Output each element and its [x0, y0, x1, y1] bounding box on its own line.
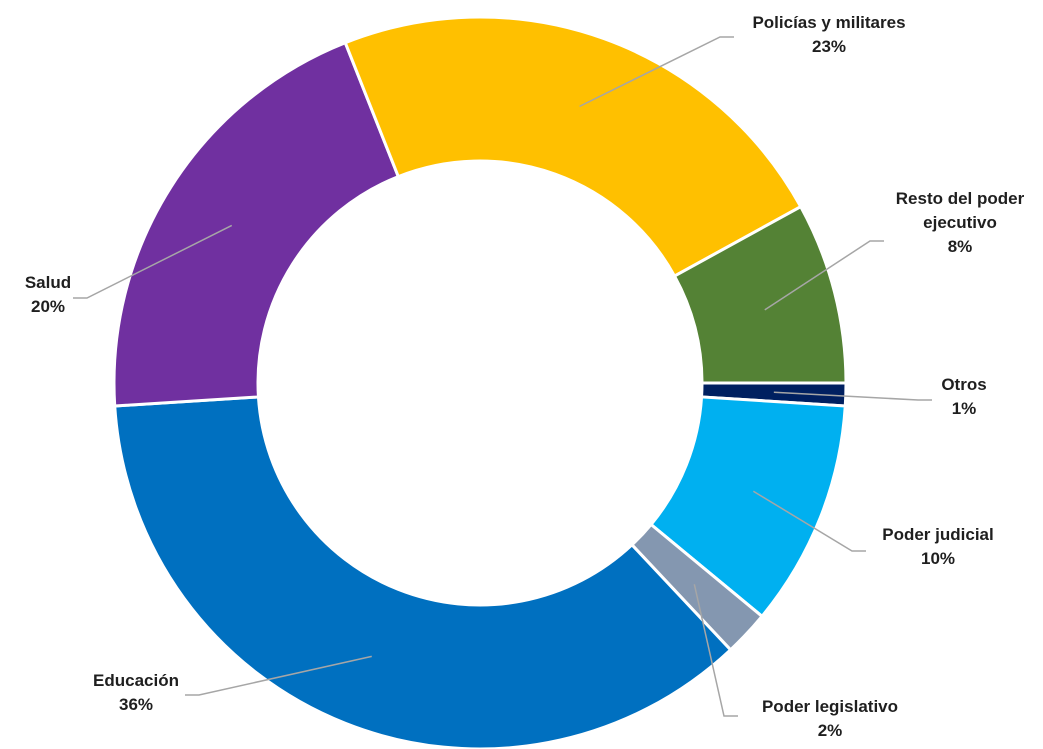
value-label-poder-judicial: 10%	[921, 549, 955, 568]
leader-line-poder-judicial	[752, 490, 866, 552]
leader-line-otros	[773, 391, 932, 401]
category-label-poder-judicial: Poder judicial	[882, 525, 993, 544]
category-label-poder-legislativo: Poder legislativo	[762, 697, 898, 716]
data-label-salud: Salud 20%	[25, 273, 71, 316]
category-label-resto-del-poder-ejecutivo: ejecutivo	[923, 213, 997, 232]
value-label-poder-legislativo: 2%	[818, 721, 843, 740]
leader-line-policias-y-militares	[579, 36, 734, 108]
value-label-salud: 20%	[31, 297, 65, 316]
slice-educacion	[113, 395, 733, 749]
leader-line-salud	[73, 224, 233, 299]
category-label-otros: Otros	[941, 375, 986, 394]
leader-line-educacion	[185, 655, 372, 696]
data-label-policias-y-militares: Policías y militares 23%	[752, 13, 905, 56]
data-labels-layer: Otros 1% Poder judicial 10% Poder legislativ…	[25, 13, 1025, 740]
data-label-otros: Otros 1%	[941, 375, 986, 418]
slice-policias-y-militares	[343, 15, 803, 279]
category-label-resto-del-poder-ejecutivo: Resto del poder	[896, 189, 1025, 208]
leader-lines-layer	[73, 36, 932, 717]
slices-layer	[112, 15, 848, 749]
data-label-poder-judicial: Poder judicial 10%	[882, 525, 993, 568]
value-label-resto-del-poder-ejecutivo: 8%	[948, 237, 973, 256]
category-label-educacion: Educación	[93, 671, 179, 690]
value-label-educacion: 36%	[119, 695, 153, 714]
leader-line-poder-legislativo	[693, 584, 738, 717]
value-label-policias-y-militares: 23%	[812, 37, 846, 56]
leader-line-resto-del-poder-ejecutivo	[764, 240, 884, 311]
data-label-educacion: Educación 36%	[93, 671, 179, 714]
category-label-policias-y-militares: Policías y militares	[752, 13, 905, 32]
slice-salud	[112, 40, 401, 408]
category-label-salud: Salud	[25, 273, 71, 292]
data-label-resto-del-poder-ejecutivo: Resto del poder ejecutivo 8%	[896, 189, 1025, 256]
slice-resto-del-poder-ejecutivo	[672, 204, 848, 385]
value-label-otros: 1%	[952, 399, 977, 418]
data-label-poder-legislativo: Poder legislativo 2%	[762, 697, 898, 740]
